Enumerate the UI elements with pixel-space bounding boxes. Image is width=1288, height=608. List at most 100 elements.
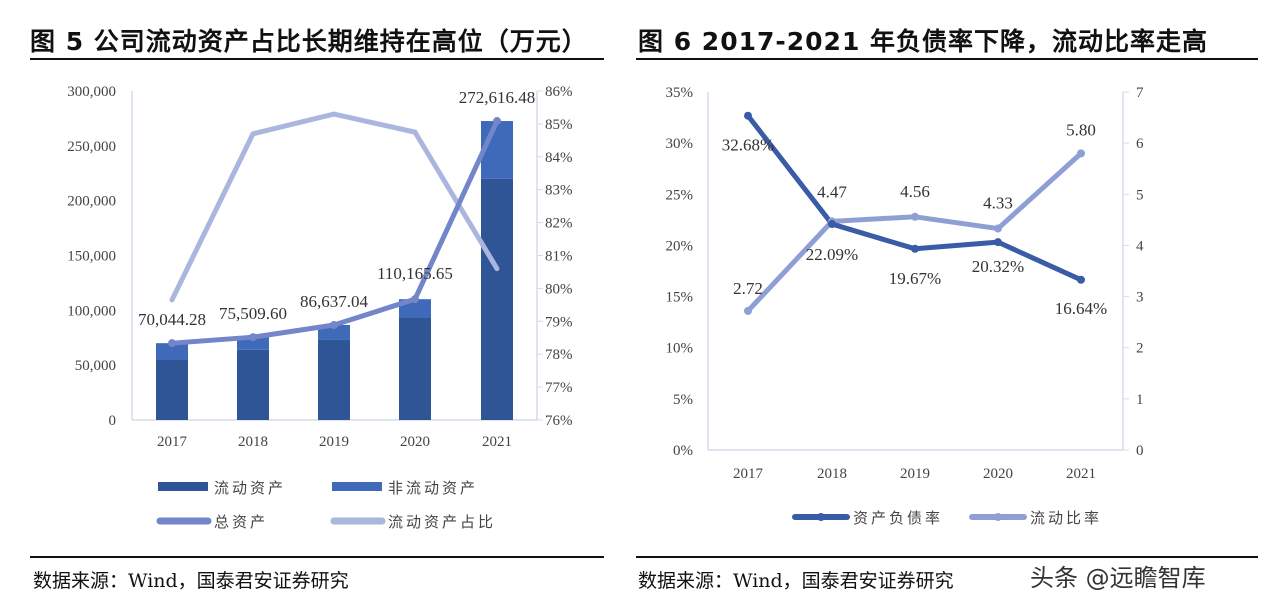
legend-marker (994, 513, 1002, 521)
right-tick-label: 5 (1136, 187, 1144, 203)
left-tick-label: 0 (109, 413, 117, 429)
debt-ratio-point (911, 244, 919, 253)
right-tick-label: 84% (545, 150, 573, 166)
current-ratio-label: 4.56 (900, 182, 930, 201)
left-tick-label: 250,000 (67, 139, 116, 155)
debt-ratio-point (744, 111, 752, 120)
legend-label: 总资产 (214, 513, 268, 531)
right-tick-label: 79% (545, 314, 573, 330)
bar-current-assets (399, 318, 431, 420)
figure6-title-rule (636, 58, 1258, 60)
current-ratio-point (994, 224, 1002, 233)
left-tick-label: 10% (666, 341, 694, 357)
left-tick-label: 50,000 (75, 358, 116, 374)
legend-label: 流动资产占比 (388, 513, 496, 531)
figure6-title: 图 6 2017-2021 年负债率下降，流动比率走高 (638, 27, 1209, 56)
current-ratio-point (1077, 149, 1085, 158)
right-tick-label: 3 (1136, 290, 1144, 306)
debt-ratio-label: 19.67% (889, 269, 941, 288)
total-assets-point (493, 117, 501, 126)
right-tick-label: 77% (545, 380, 573, 396)
left-tick-label: 15% (666, 290, 694, 306)
right-tick-label: 86% (545, 84, 573, 100)
x-tick-label: 2021 (1066, 466, 1096, 482)
total-assets-point (411, 295, 419, 304)
right-tick-label: 2 (1136, 341, 1144, 357)
left-tick-label: 0% (673, 443, 693, 459)
current-ratio-label: 4.47 (817, 182, 847, 201)
total-assets-label: 272,616.48 (459, 88, 536, 107)
legend-swatch (158, 482, 208, 491)
bar-noncurrent-assets (156, 343, 188, 361)
right-tick-label: 4 (1136, 238, 1144, 254)
x-tick-label: 2021 (482, 434, 512, 450)
current-ratio-point (911, 212, 919, 221)
right-tick-label: 7 (1136, 85, 1144, 101)
debt-ratio-point (828, 220, 836, 229)
debt-ratio-label: 32.68% (722, 136, 774, 155)
figure5-footer-rule (30, 556, 604, 558)
legend-label: 非流动资产 (388, 479, 478, 497)
debt-ratio-point (994, 238, 1002, 247)
left-tick-label: 150,000 (67, 249, 116, 265)
bar-current-assets (156, 360, 188, 420)
debt-ratio-point (1077, 275, 1085, 284)
x-tick-label: 2017 (733, 466, 764, 482)
right-tick-label: 85% (545, 117, 573, 133)
x-tick-label: 2020 (400, 434, 430, 450)
bar-noncurrent-assets (237, 337, 269, 350)
right-tick-label: 80% (545, 281, 573, 297)
right-tick-label: 76% (545, 413, 573, 429)
left-tick-label: 30% (666, 136, 694, 152)
figure6-source: 数据来源：Wind，国泰君安证券研究 (638, 570, 954, 592)
right-tick-label: 81% (545, 249, 573, 265)
left-tick-label: 25% (666, 187, 694, 203)
x-tick-label: 2018 (817, 466, 847, 482)
total-assets-label: 70,044.28 (138, 310, 206, 329)
figure5-title-rule (30, 58, 604, 60)
x-tick-label: 2019 (900, 466, 930, 482)
total-assets-point (249, 333, 257, 342)
legend-marker (817, 513, 825, 521)
legend-label: 流动比率 (1030, 509, 1102, 527)
right-tick-label: 82% (545, 216, 573, 232)
current-ratio-point (744, 306, 752, 315)
right-tick-label: 6 (1136, 136, 1144, 152)
current-ratio-label: 4.33 (983, 194, 1013, 213)
x-tick-label: 2019 (319, 434, 349, 450)
bar-current-assets (318, 339, 350, 420)
bar-current-assets (237, 349, 269, 420)
legend-swatch (332, 482, 382, 491)
x-tick-label: 2017 (157, 434, 188, 450)
current-ratio-label: 5.80 (1066, 120, 1096, 139)
legend-label: 资产负债率 (853, 509, 943, 527)
left-tick-label: 35% (666, 85, 694, 101)
debt-ratio-label: 16.64% (1055, 299, 1107, 318)
x-tick-label: 2018 (238, 434, 268, 450)
legend-label: 流动资产 (214, 479, 286, 497)
left-tick-label: 100,000 (67, 303, 116, 319)
left-tick-label: 5% (673, 392, 693, 408)
left-tick-label: 200,000 (67, 194, 116, 210)
figure5-title: 图 5 公司流动资产占比长期维持在高位（万元） (30, 27, 588, 56)
total-assets-label: 110,165.65 (377, 264, 453, 283)
right-tick-label: 0 (1136, 443, 1144, 459)
total-assets-label: 75,509.60 (219, 304, 287, 323)
right-tick-label: 1 (1136, 392, 1144, 408)
right-tick-label: 83% (545, 183, 573, 199)
debt-ratio-label: 22.09% (806, 245, 858, 264)
left-tick-label: 300,000 (67, 84, 116, 100)
current-ratio-label: 2.72 (733, 279, 763, 298)
x-tick-label: 2020 (983, 466, 1013, 482)
watermark: 头条 @远瞻智库 (1030, 564, 1206, 592)
total-assets-label: 86,637.04 (300, 292, 369, 311)
total-assets-point (168, 339, 176, 348)
right-tick-label: 78% (545, 347, 573, 363)
bar-noncurrent-assets (318, 324, 350, 340)
left-tick-label: 20% (666, 238, 694, 254)
bar-current-assets (481, 178, 513, 420)
line-current-asset-ratio (169, 111, 500, 303)
figure6-footer-rule (636, 556, 1258, 558)
debt-ratio-label: 20.32% (972, 257, 1024, 276)
